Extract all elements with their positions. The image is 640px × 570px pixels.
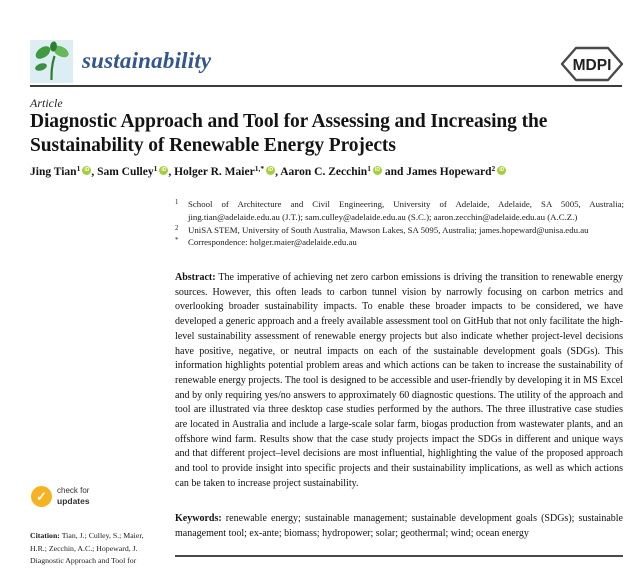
- orcid-glyph: iD: [374, 167, 380, 173]
- mdpi-logo-text: MDPI: [573, 57, 612, 74]
- orcid-glyph: iD: [268, 167, 274, 173]
- orcid-glyph: iD: [84, 167, 90, 173]
- article-type-label: Article: [30, 96, 63, 110]
- check-glyph: ✓: [36, 489, 47, 504]
- affiliation-row: 1 School of Architecture and Civil Engin…: [175, 198, 624, 224]
- section-divider: [175, 555, 623, 557]
- check-for-updates-label: check for updates: [57, 486, 90, 507]
- orcid-glyph: iD: [161, 167, 167, 173]
- journal-title: sustainability: [82, 48, 212, 73]
- author-separator: ,: [168, 166, 175, 178]
- affiliation-row: * Correspondence: holger.maier@adelaide.…: [175, 236, 624, 249]
- keywords-label: Keywords:: [175, 513, 222, 524]
- citation-label: Citation:: [30, 531, 60, 541]
- affiliation-text: UniSA STEM, University of South Australi…: [188, 224, 589, 235]
- abstract-label: Abstract:: [175, 272, 216, 283]
- badge-line-1: check for: [57, 486, 90, 496]
- orcid-icon[interactable]: iD: [372, 166, 382, 175]
- check-for-updates-badge[interactable]: ✓ check for updates: [31, 486, 90, 507]
- mdpi-logo: MDPI: [560, 46, 624, 82]
- page-title: Diagnostic Approach and Tool for Assessi…: [30, 111, 548, 156]
- citation-block: Citation: Tian, J.; Culley, S.; Maier, H…: [30, 518, 165, 570]
- affiliation-text: School of Architecture and Civil Enginee…: [188, 199, 624, 222]
- affiliations: 1 School of Architecture and Civil Engin…: [175, 198, 624, 249]
- author-name: James Hopeward: [406, 166, 492, 178]
- keywords: Keywords: renewable energy; sustainable …: [175, 512, 623, 541]
- plant-icon: [35, 41, 69, 81]
- author-affiliation-mark: 1: [76, 164, 81, 173]
- author-line: Jing Tian1 iD, Sam Culley1 iD, Holger R. M…: [30, 164, 635, 178]
- author-name: Aaron C. Zecchin: [280, 166, 368, 178]
- author-affiliation-mark: 2: [491, 164, 496, 173]
- author-name: Holger R. Maier: [174, 166, 255, 178]
- journal-logo: [30, 40, 73, 83]
- orcid-icon[interactable]: iD: [497, 166, 507, 175]
- correspondence-text: Correspondence: holger.maier@adelaide.ed…: [188, 237, 357, 248]
- abstract: Abstract: The imperative of achieving ne…: [175, 271, 623, 492]
- badge-line-2: updates: [57, 496, 90, 507]
- affiliation-marker: 2: [175, 224, 179, 232]
- abstract-text: The imperative of achieving net zero car…: [175, 272, 623, 489]
- orcid-icon[interactable]: iD: [82, 166, 92, 175]
- citation-text: Tian, J.; Culley, S.; Maier, H.R.; Zecch…: [30, 531, 144, 570]
- author-separator: and: [381, 166, 407, 178]
- author-separator: ,: [91, 166, 98, 178]
- author-affiliation-mark: 1,*: [254, 164, 265, 173]
- orcid-icon[interactable]: iD: [266, 166, 276, 175]
- header-divider: [30, 85, 622, 87]
- orcid-icon[interactable]: iD: [159, 166, 169, 175]
- affiliation-marker: 1: [175, 199, 179, 206]
- orcid-glyph: iD: [499, 167, 505, 173]
- author-separator: ,: [275, 166, 281, 178]
- affiliation-row: 2 UniSA STEM, University of South Austra…: [175, 224, 624, 237]
- author-affiliation-mark: 1: [153, 164, 158, 173]
- author-affiliation-mark: 1: [367, 164, 371, 173]
- author-name: Sam Culley: [97, 166, 154, 178]
- keywords-text: renewable energy; sustainable management…: [175, 513, 623, 539]
- check-icon: ✓: [31, 486, 52, 507]
- author-name: Jing Tian: [30, 166, 77, 178]
- affiliation-marker: *: [175, 237, 179, 245]
